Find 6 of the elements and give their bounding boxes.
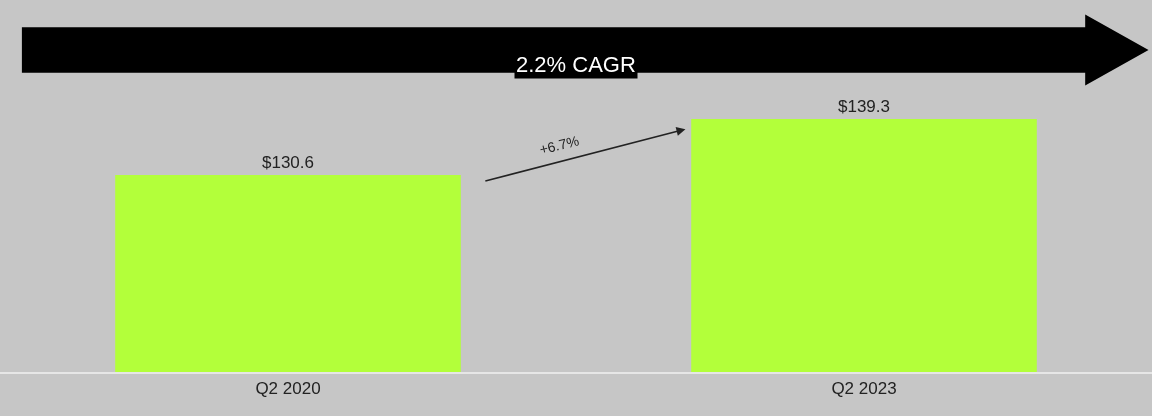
data-label: $130.6 (262, 152, 314, 172)
x-tick-label: Q2 2020 (255, 379, 321, 399)
data-label: $139.3 (838, 96, 890, 116)
annotation: 2.2% CAGR (516, 52, 636, 77)
x-tick-label: Q2 2023 (831, 379, 897, 399)
annotation: +6.7% (537, 132, 581, 158)
